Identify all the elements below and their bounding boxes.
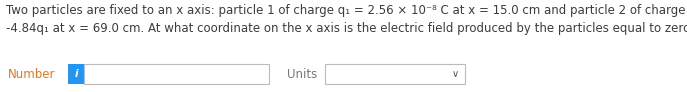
Text: Number: Number xyxy=(8,68,56,80)
FancyBboxPatch shape xyxy=(84,64,269,84)
FancyBboxPatch shape xyxy=(68,64,84,84)
Text: -4.84q₁ at x = 69.0 cm. At what coordinate on the x axis is the electric field p: -4.84q₁ at x = 69.0 cm. At what coordina… xyxy=(6,22,687,35)
Text: Two particles are fixed to an x axis: particle 1 of charge q₁ = 2.56 × 10⁻⁸ C at: Two particles are fixed to an x axis: pa… xyxy=(6,4,687,17)
Text: i: i xyxy=(74,69,78,79)
Text: Units: Units xyxy=(287,68,317,80)
FancyBboxPatch shape xyxy=(325,64,465,84)
Text: ∨: ∨ xyxy=(451,69,458,79)
